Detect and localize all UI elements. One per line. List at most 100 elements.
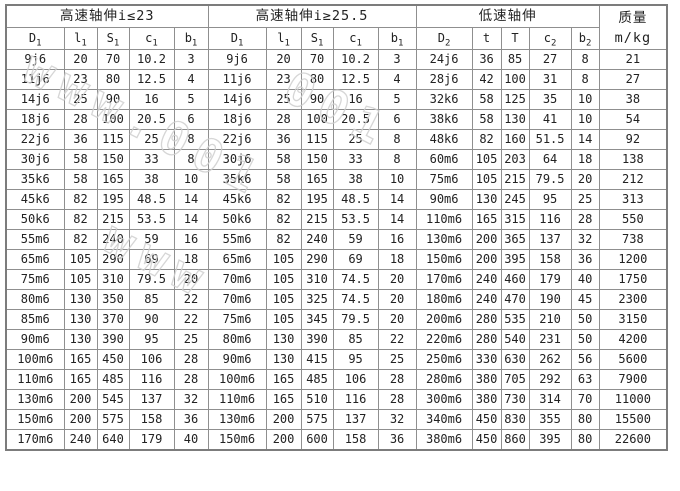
cell: 105 — [63, 269, 98, 290]
table-row: 85m6 130 370 90 22 75m6 105 345 79.5 20 200m6 280 53… — [5, 309, 668, 330]
cell: 10.2 — [332, 49, 379, 70]
cell: 23 — [265, 69, 302, 90]
cell: 203 — [500, 149, 530, 170]
cell: 79.5 — [528, 169, 572, 190]
cell: 240 — [96, 229, 130, 250]
cell: 115 — [96, 129, 130, 150]
table-row: 11j6 23 80 12.5 4 11j6 23 80 12.5 4 28j6 42 100 31 8 27 — [5, 69, 668, 90]
cell: 10 — [377, 169, 417, 190]
cell: 540 — [500, 329, 530, 350]
cell: 14 — [377, 189, 417, 210]
cell: 170m6 — [5, 429, 65, 451]
cell: 11j6 — [207, 69, 267, 90]
cell: 74.5 — [332, 289, 379, 310]
cell: 100m6 — [207, 369, 267, 390]
cell: 25 — [265, 89, 302, 110]
cell: 35k6 — [5, 169, 65, 190]
cell: 85 — [128, 289, 175, 310]
cell: 16 — [332, 89, 379, 110]
cell: 315 — [500, 209, 530, 230]
cell: 8 — [377, 149, 417, 170]
col-header-1-4: b1 — [377, 27, 417, 50]
cell: 20 — [63, 49, 98, 70]
cell: 170m6 — [415, 269, 473, 290]
cell: 130 — [265, 329, 302, 350]
cell: 460 — [500, 269, 530, 290]
cell: 16 — [128, 89, 175, 110]
cell: 8 — [173, 149, 209, 170]
table-row: 150m6 200 575 158 36 130m6 200 575 137 32 340m6 450… — [5, 409, 668, 430]
col-header-2-1: t — [471, 27, 502, 50]
cell: 9j6 — [207, 49, 267, 70]
cell: 33 — [332, 149, 379, 170]
cell: 116 — [528, 209, 572, 230]
cell: 70 — [300, 49, 334, 70]
cell: 415 — [300, 349, 334, 370]
cell: 5600 — [598, 349, 668, 370]
cell: 390 — [96, 329, 130, 350]
cell: 32k6 — [415, 89, 473, 110]
cell: 450 — [96, 349, 130, 370]
cell: 16 — [173, 229, 209, 250]
cell: 70m6 — [207, 269, 267, 290]
cell: 179 — [528, 269, 572, 290]
cell: 38 — [332, 169, 379, 190]
cell: 300m6 — [415, 389, 473, 410]
cell: 92 — [598, 129, 668, 150]
cell: 28 — [265, 109, 302, 130]
cell: 390 — [300, 329, 334, 350]
cell: 20 — [377, 289, 417, 310]
cell: 45k6 — [207, 189, 267, 210]
cell: 59 — [332, 229, 379, 250]
cell: 12.5 — [332, 69, 379, 90]
cell: 262 — [528, 349, 572, 370]
cell: 212 — [598, 169, 668, 190]
cell: 3150 — [598, 309, 668, 330]
cell: 28 — [173, 349, 209, 370]
cell: 25 — [63, 89, 98, 110]
cell: 165 — [63, 369, 98, 390]
cell: 3 — [173, 49, 209, 70]
cell: 313 — [598, 189, 668, 210]
cell: 10 — [570, 109, 600, 130]
cell: 630 — [500, 349, 530, 370]
cell: 27 — [528, 49, 572, 70]
table-row: 9j6 20 70 10.2 3 9j6 20 70 10.2 3 24j6 36 85 27 8 21 — [5, 49, 668, 70]
cell: 36 — [471, 49, 502, 70]
cell: 190 — [528, 289, 572, 310]
cell: 25 — [173, 329, 209, 350]
cell: 105 — [265, 269, 302, 290]
cell: 10 — [173, 169, 209, 190]
cell: 36 — [63, 129, 98, 150]
cell: 575 — [300, 409, 334, 430]
cell: 1200 — [598, 249, 668, 270]
cell: 100 — [96, 109, 130, 130]
table-row: 130m6 200 545 137 32 110m6 165 510 116 28 300m6 380… — [5, 389, 668, 410]
table-row: 170m6 240 640 179 40 150m6 200 600 158 36 380m6 450… — [5, 429, 668, 451]
col-header-2-3: c2 — [528, 27, 572, 50]
cell: 150 — [300, 149, 334, 170]
cell: 125 — [500, 89, 530, 110]
cell: 240 — [471, 289, 502, 310]
cell: 35 — [528, 89, 572, 110]
cell: 110m6 — [415, 209, 473, 230]
cell: 4 — [173, 69, 209, 90]
cell: 80m6 — [207, 329, 267, 350]
cell: 137 — [528, 229, 572, 250]
cell: 158 — [528, 249, 572, 270]
cell: 58 — [265, 169, 302, 190]
cell: 55m6 — [5, 229, 65, 250]
cell: 32 — [570, 229, 600, 250]
cell: 395 — [528, 429, 572, 451]
cell: 28 — [377, 389, 417, 410]
cell: 60m6 — [415, 149, 473, 170]
cell: 640 — [96, 429, 130, 451]
group-header-low-speed: 低速轴伸 — [415, 4, 600, 28]
cell: 130 — [265, 349, 302, 370]
cell: 9j6 — [5, 49, 65, 70]
cell: 106 — [332, 369, 379, 390]
cell: 20.5 — [332, 109, 379, 130]
cell: 330 — [471, 349, 502, 370]
cell: 245 — [500, 189, 530, 210]
